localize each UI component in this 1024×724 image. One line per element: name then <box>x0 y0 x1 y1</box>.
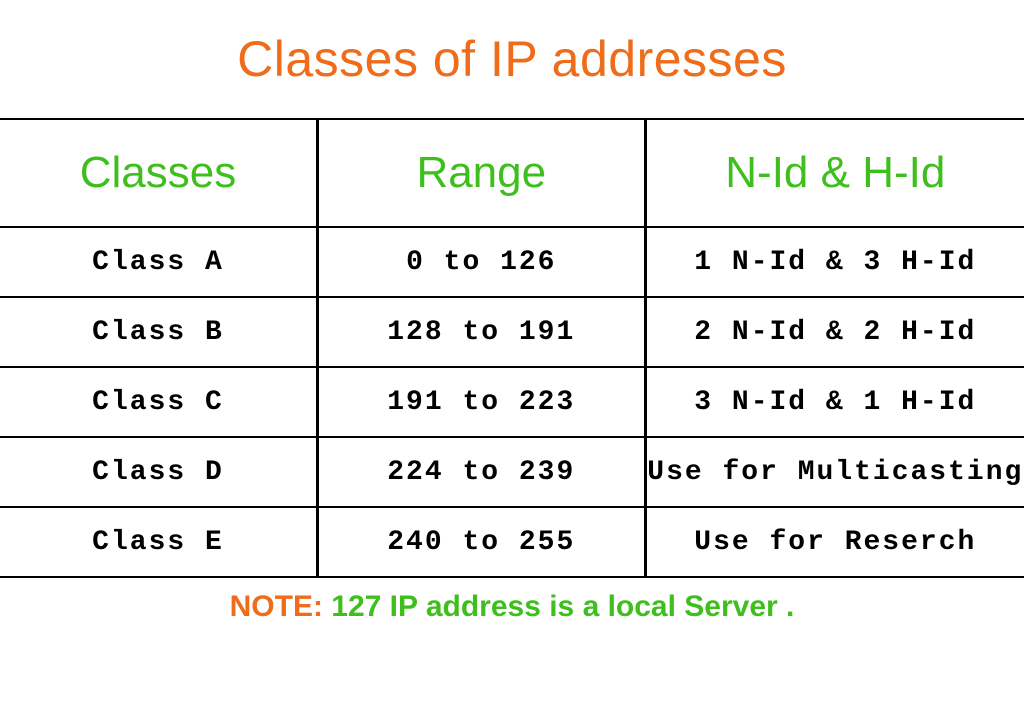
cell-class: Class B <box>0 297 317 367</box>
table-row: Class D 224 to 239 Use for Multicasting <box>0 437 1024 507</box>
cell-class: Class C <box>0 367 317 437</box>
cell-nid-hid: Use for Multicasting <box>645 437 1024 507</box>
table-row: Class C 191 to 223 3 N-Id & 1 H-Id <box>0 367 1024 437</box>
cell-nid-hid: 2 N-Id & 2 H-Id <box>645 297 1024 367</box>
cell-range: 128 to 191 <box>317 297 645 367</box>
cell-nid-hid: Use for Reserch <box>645 507 1024 577</box>
ip-classes-table: Classes Range N-Id & H-Id Class A 0 to 1… <box>0 118 1024 578</box>
cell-class: Class E <box>0 507 317 577</box>
cell-range: 0 to 126 <box>317 227 645 297</box>
table-row: Class E 240 to 255 Use for Reserch <box>0 507 1024 577</box>
cell-nid-hid: 3 N-Id & 1 H-Id <box>645 367 1024 437</box>
note-text: 127 IP address is a local Server . <box>323 590 794 623</box>
col-header-classes: Classes <box>0 119 317 227</box>
col-header-nid-hid: N-Id & H-Id <box>645 119 1024 227</box>
table-row: Class A 0 to 126 1 N-Id & 3 H-Id <box>0 227 1024 297</box>
page-title: Classes of IP addresses <box>237 30 787 88</box>
ip-classes-table-container: Classes Range N-Id & H-Id Class A 0 to 1… <box>0 118 1024 578</box>
footer-note: NOTE: 127 IP address is a local Server . <box>230 590 795 624</box>
table-header-row: Classes Range N-Id & H-Id <box>0 119 1024 227</box>
cell-range: 191 to 223 <box>317 367 645 437</box>
cell-class: Class A <box>0 227 317 297</box>
note-label: NOTE: <box>230 590 323 623</box>
cell-range: 224 to 239 <box>317 437 645 507</box>
cell-nid-hid: 1 N-Id & 3 H-Id <box>645 227 1024 297</box>
cell-class: Class D <box>0 437 317 507</box>
col-header-range: Range <box>317 119 645 227</box>
cell-range: 240 to 255 <box>317 507 645 577</box>
table-row: Class B 128 to 191 2 N-Id & 2 H-Id <box>0 297 1024 367</box>
